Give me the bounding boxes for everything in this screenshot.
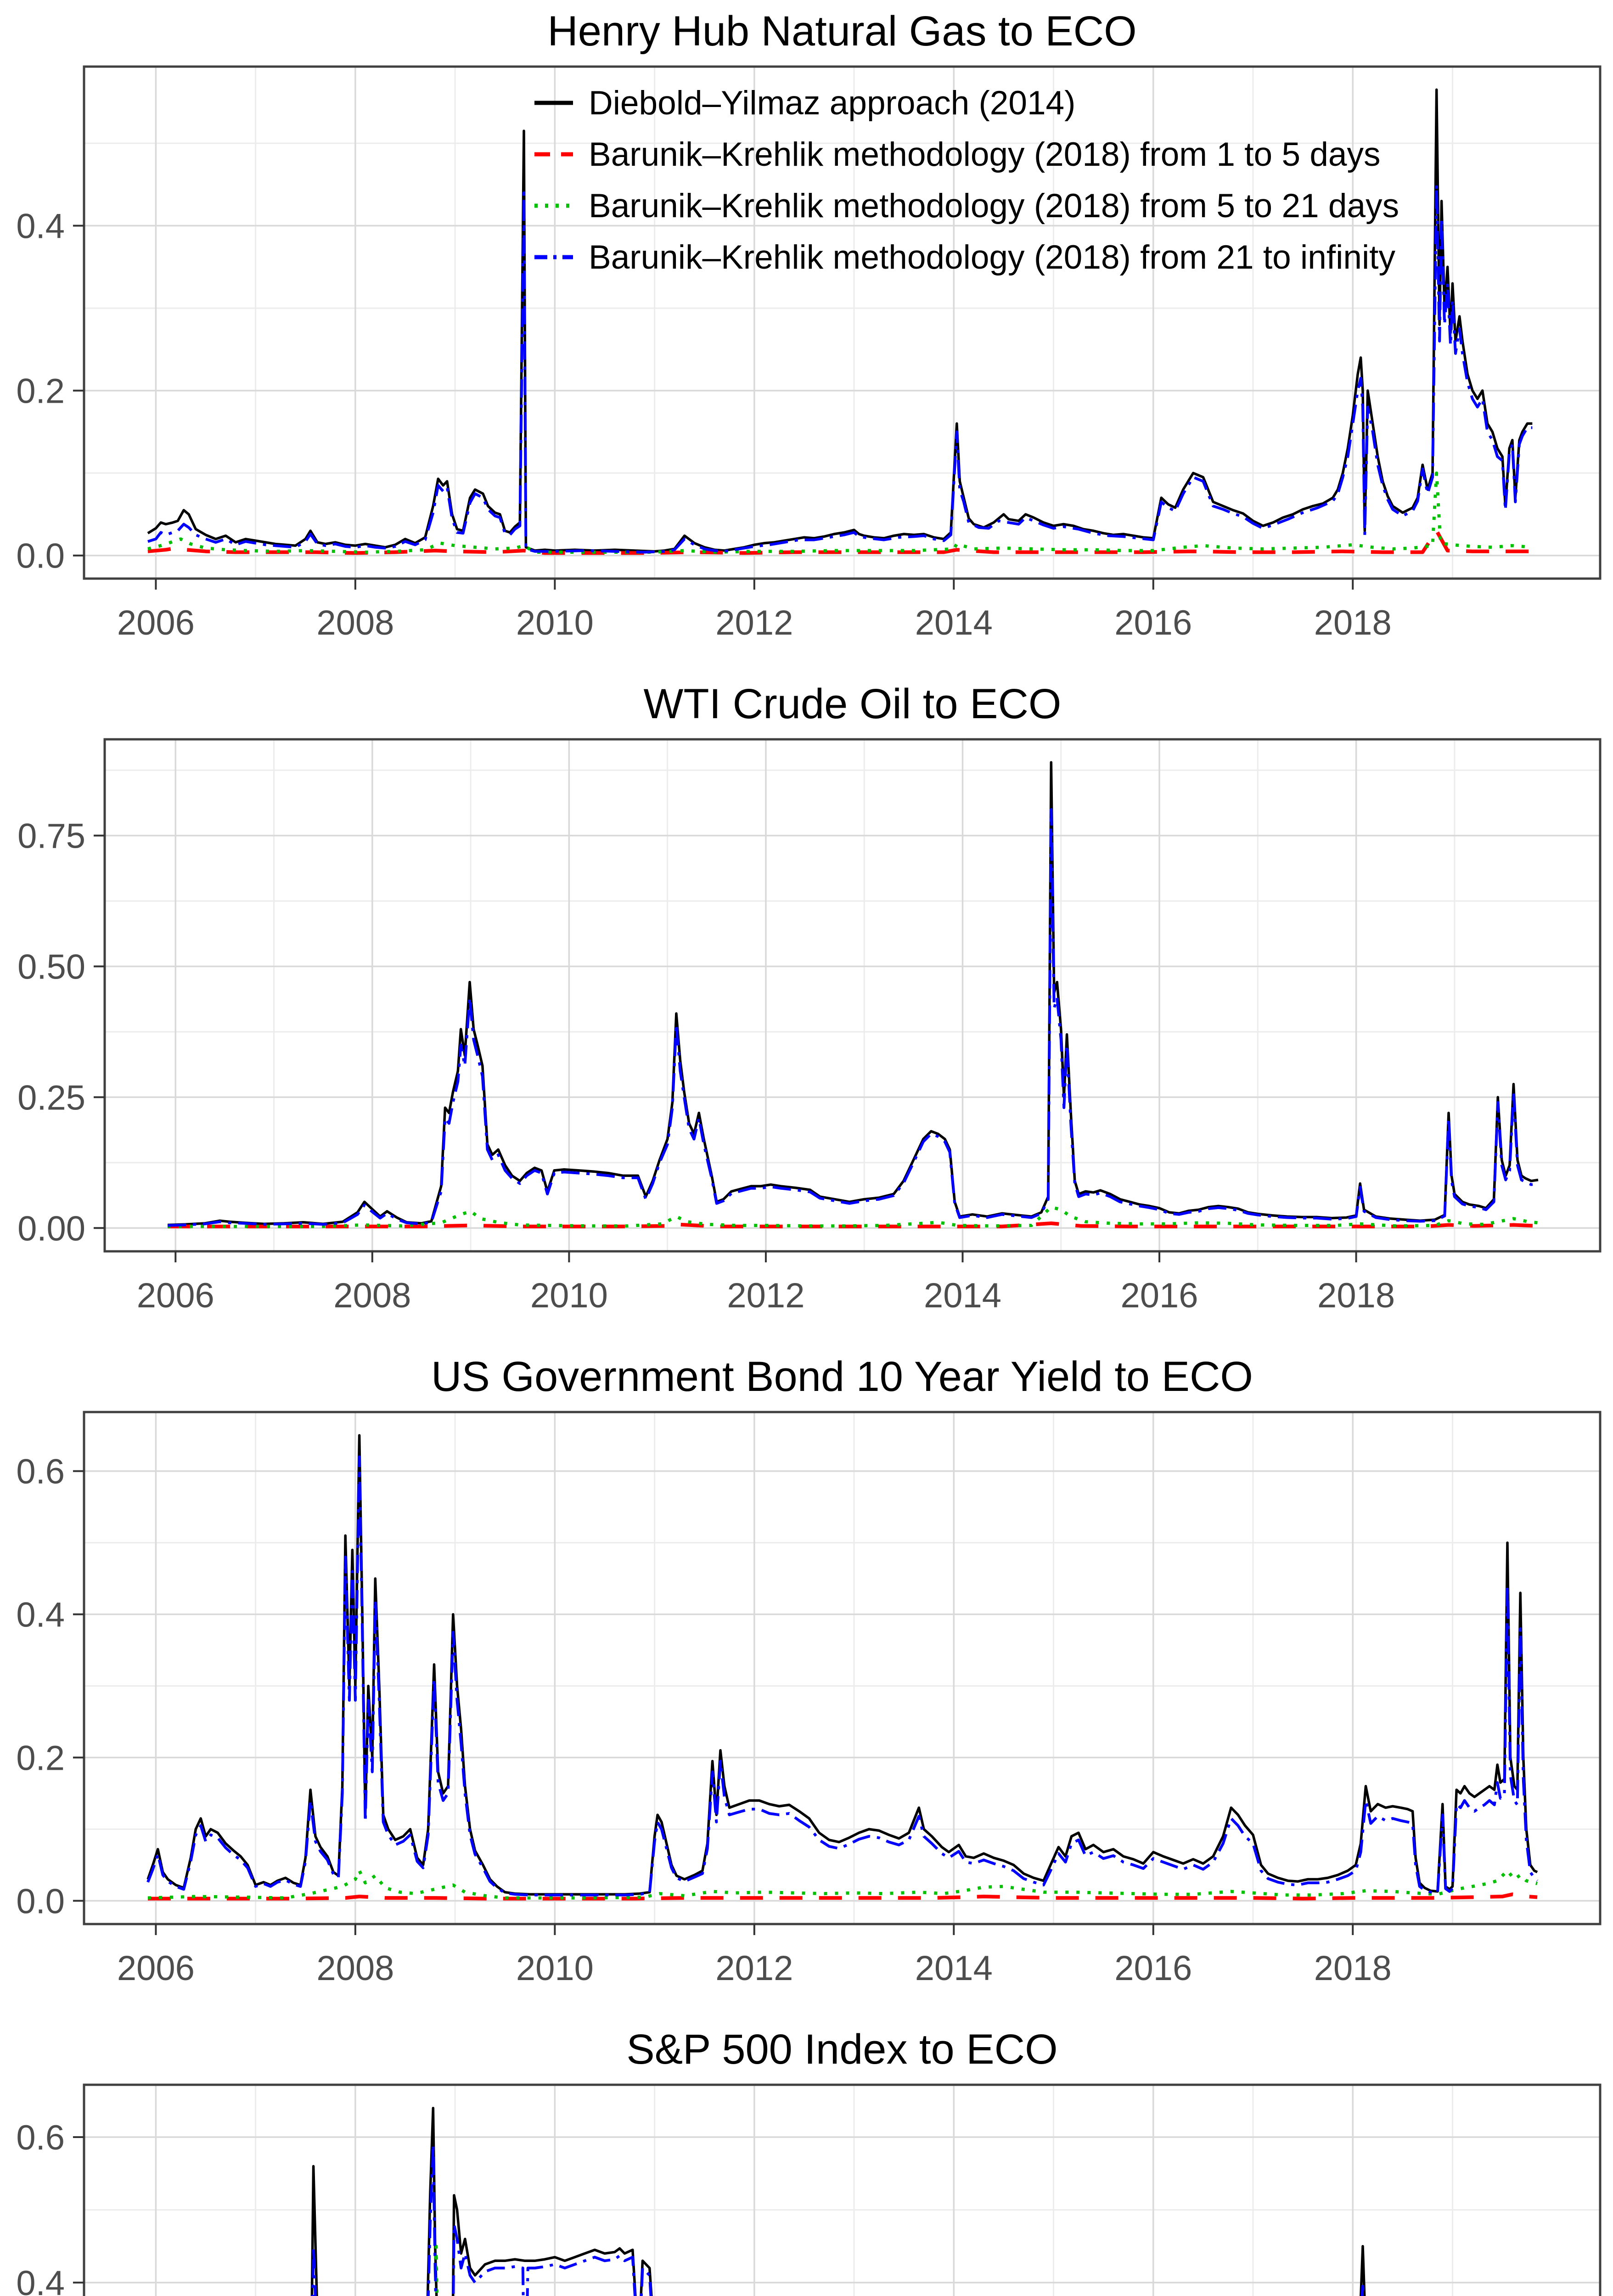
svg-text:0.2: 0.2	[16, 372, 65, 411]
chart-henry-hub-natural-gas: Henry Hub Natural Gas to ECO 2006 2008 201…	[0, 0, 1613, 673]
svg-text:0.0: 0.0	[16, 1882, 65, 1921]
svg-text:2010: 2010	[516, 1949, 594, 1988]
svg-text:2008: 2008	[316, 603, 394, 642]
dotted-green-line-key-icon	[534, 203, 573, 208]
svg-text:0.6: 0.6	[16, 2118, 65, 2157]
svg-text:2014: 2014	[924, 1276, 1001, 1315]
svg-text:2016: 2016	[1114, 603, 1192, 642]
svg-text:0.0: 0.0	[16, 537, 65, 576]
svg-text:0.00: 0.00	[17, 1209, 85, 1248]
wti-plot-area: 2006 2008 2010 2012 2014 2016 2018 0.00 0.25 0.50…	[17, 738, 1602, 1315]
chart-sp500-index: S&P 500 Index to ECO 2006200820102012201…	[0, 2018, 1613, 2296]
svg-text:2014: 2014	[915, 603, 993, 642]
svg-text:2018: 2018	[1317, 1276, 1395, 1315]
chart-us-government-bond: US Government Bond 10 Year Yield to ECO …	[0, 1345, 1613, 2018]
svg-text:2008: 2008	[333, 1276, 411, 1315]
svg-text:2008: 2008	[316, 1949, 394, 1988]
legend-label: Barunik–Krehlik methodology (2018) from …	[589, 135, 1381, 173]
legend-item-bk-1-5-days: Barunik–Krehlik methodology (2018) from …	[532, 129, 1399, 180]
chart-title-sp500: S&P 500 Index to ECO	[626, 2026, 1058, 2073]
chart-wti-crude-oil: WTI Crude Oil to ECO 2006 2008 2010 2012 201…	[0, 673, 1613, 1345]
svg-text:2006: 2006	[137, 1276, 214, 1315]
svg-text:2014: 2014	[915, 1949, 993, 1988]
svg-text:2016: 2016	[1114, 1949, 1192, 1988]
svg-text:2016: 2016	[1121, 1276, 1198, 1315]
svg-text:0.4: 0.4	[16, 2264, 65, 2296]
svg-text:2018: 2018	[1314, 1949, 1392, 1988]
svg-text:2018: 2018	[1314, 603, 1392, 642]
legend-label: Barunik–Krehlik methodology (2018) from …	[589, 238, 1395, 276]
svg-text:0.75: 0.75	[17, 817, 85, 856]
svg-text:2012: 2012	[727, 1276, 804, 1315]
svg-text:0.25: 0.25	[17, 1078, 85, 1117]
svg-text:2010: 2010	[516, 603, 594, 642]
chart-title-henry-hub: Henry Hub Natural Gas to ECO	[547, 8, 1137, 55]
svg-text:2010: 2010	[530, 1276, 608, 1315]
svg-text:2006: 2006	[117, 1949, 195, 1988]
dash-dot-blue-line-key-icon	[534, 255, 573, 259]
legend-item-diebold-yilmaz: Diebold–Yilmaz approach (2014)	[532, 77, 1399, 129]
svg-text:0.2: 0.2	[16, 1739, 65, 1778]
chart-title-bond: US Government Bond 10 Year Yield to ECO	[431, 1353, 1253, 1400]
svg-text:0.4: 0.4	[16, 207, 65, 246]
chart-title-wti: WTI Crude Oil to ECO	[643, 681, 1062, 727]
svg-text:0.6: 0.6	[16, 1452, 65, 1491]
svg-text:2012: 2012	[715, 603, 793, 642]
legend-label: Barunik–Krehlik methodology (2018) from …	[589, 187, 1399, 225]
henry-hub-plot-area: 2006 2008 2010 2012 2014 2016 2018 0.0 0.2 0.4	[16, 65, 1602, 642]
dashed-red-line-key-icon	[534, 152, 573, 157]
legend: Diebold–Yilmaz approach (2014) Barunik–K…	[532, 77, 1399, 283]
svg-text:2012: 2012	[715, 1949, 793, 1988]
legend-item-bk-21-infinity: Barunik–Krehlik methodology (2018) from …	[532, 231, 1399, 283]
svg-text:0.50: 0.50	[17, 948, 85, 987]
svg-text:0.4: 0.4	[16, 1596, 65, 1635]
solid-black-line-key-icon	[534, 101, 573, 105]
bond-plot-area: 2006 2008 2010 2012 2014 2016 2018 0.0 0.2 0.4 0.6	[16, 1411, 1602, 1988]
svg-text:2006: 2006	[117, 603, 195, 642]
legend-label: Diebold–Yilmaz approach (2014)	[589, 84, 1076, 122]
legend-item-bk-5-21-days: Barunik–Krehlik methodology (2018) from …	[532, 180, 1399, 231]
